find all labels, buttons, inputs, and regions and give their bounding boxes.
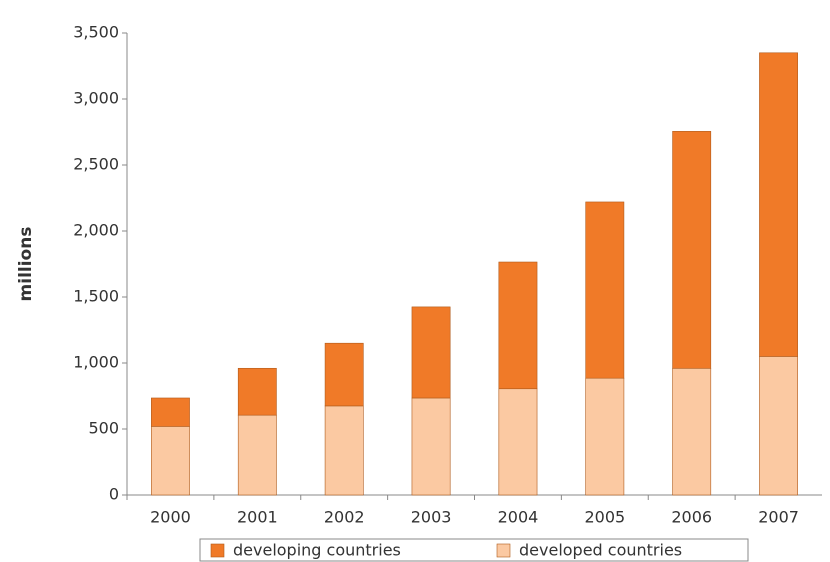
bar-segment [673,368,711,495]
bar-segment [586,378,624,495]
bar-segment [325,343,363,406]
y-tick-label: 1,000 [73,353,119,372]
bar-segment [238,415,276,495]
y-tick-label: 3,500 [73,23,119,42]
x-tick-label: 2007 [758,508,799,527]
x-tick-label: 2004 [498,508,539,527]
bar-segment [412,307,450,398]
bar-segment [499,262,537,389]
bar-segment [325,406,363,495]
chart: millions 0 500 1,000 1,500 2,000 2,500 3,000 3,… [0,0,830,562]
bar-segment [759,53,797,357]
legend-swatch [497,544,510,557]
y-tick-label: 2,000 [73,221,119,240]
bar-segment [151,398,189,426]
x-tick-label: 2002 [324,508,365,527]
y-tick-label: 3,000 [73,89,119,108]
bar-segment [673,131,711,368]
y-tick-label: 2,500 [73,155,119,174]
x-tick-label: 2000 [150,508,191,527]
y-tick-label: 500 [88,419,119,438]
bar-segment [759,356,797,495]
bar-segment [412,398,450,495]
legend-label: developing countries [233,541,401,560]
bar-segment [151,426,189,495]
bar-segment [499,389,537,495]
legend-swatch [211,544,224,557]
x-tick-label: 2003 [411,508,452,527]
legend-label: developed countries [519,541,682,560]
y-tick-label: 1,500 [73,287,119,306]
y-tick-label: 0 [109,485,119,504]
bar-segment [238,368,276,415]
x-tick-label: 2005 [584,508,625,527]
bar-segment [586,202,624,378]
y-axis-label: millions [16,227,36,302]
x-tick-label: 2006 [671,508,712,527]
x-tick-label: 2001 [237,508,278,527]
